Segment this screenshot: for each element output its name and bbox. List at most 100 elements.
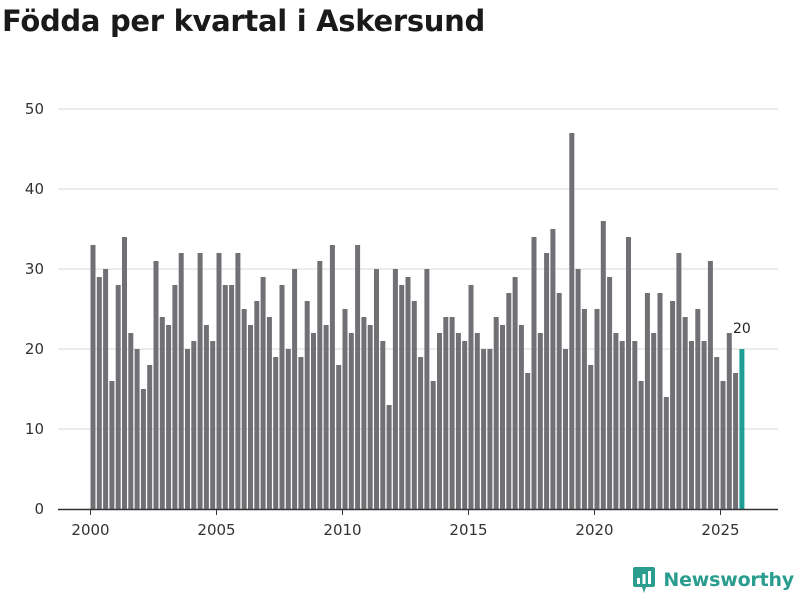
bar xyxy=(525,373,531,509)
bar xyxy=(411,301,417,509)
bar xyxy=(374,269,379,509)
bar xyxy=(191,341,197,509)
bar xyxy=(544,253,550,509)
bar xyxy=(720,381,726,509)
y-tick-label: 50 xyxy=(25,100,44,118)
bar xyxy=(109,381,115,509)
bar xyxy=(147,365,153,509)
bar xyxy=(424,269,430,509)
bar xyxy=(266,317,272,509)
bar xyxy=(96,277,102,509)
bar xyxy=(670,301,676,509)
bar xyxy=(632,341,638,509)
bar xyxy=(304,301,310,509)
bar xyxy=(689,341,694,509)
bar xyxy=(676,253,682,509)
bar xyxy=(115,285,121,509)
bar xyxy=(619,341,625,509)
data-label: 20 xyxy=(733,321,751,337)
bar xyxy=(506,293,512,509)
bar xyxy=(500,325,505,509)
bar xyxy=(159,317,165,509)
bar xyxy=(569,133,575,509)
bar xyxy=(468,285,474,509)
y-tick-label: 30 xyxy=(25,260,44,278)
bar xyxy=(726,333,732,509)
bar xyxy=(140,389,146,509)
bar xyxy=(367,325,373,509)
bar xyxy=(556,293,562,509)
bar xyxy=(103,269,109,509)
bar xyxy=(172,285,178,509)
bar xyxy=(537,333,543,509)
x-tick-label: 2020 xyxy=(575,521,613,539)
bar xyxy=(663,397,669,509)
bar xyxy=(185,349,190,509)
bar xyxy=(210,341,216,509)
bar xyxy=(418,357,424,509)
bar xyxy=(122,237,127,509)
bar xyxy=(260,277,266,509)
bar xyxy=(518,325,524,509)
bar xyxy=(355,245,361,509)
bar xyxy=(128,333,134,509)
x-tick-label: 2015 xyxy=(449,521,487,539)
bar xyxy=(701,341,707,509)
bar xyxy=(455,333,461,509)
x-tick-label: 2000 xyxy=(71,521,109,539)
bar xyxy=(380,341,386,509)
x-tick-label: 2005 xyxy=(197,521,235,539)
bar xyxy=(651,333,657,509)
labels: 0 10 20 30 40 50 20 2000 2005 2010 2015 2020 2025 xyxy=(25,100,751,539)
bar xyxy=(399,285,405,509)
x-tick-label: 2010 xyxy=(323,521,361,539)
bar xyxy=(323,325,329,509)
bar xyxy=(600,221,606,509)
y-tick-label: 20 xyxy=(25,340,44,358)
bar xyxy=(386,405,392,509)
bar xyxy=(216,253,222,509)
bar xyxy=(531,237,537,509)
newsworthy-logo[interactable]: Newsworthy xyxy=(632,566,794,594)
bar xyxy=(714,357,720,509)
bar xyxy=(292,269,298,509)
bar xyxy=(134,349,140,509)
y-tick-label: 0 xyxy=(34,500,44,518)
bar-highlight xyxy=(739,349,745,509)
bar xyxy=(336,365,342,509)
y-tick-label: 10 xyxy=(25,420,44,438)
bar xyxy=(695,309,701,509)
bar xyxy=(581,309,587,509)
bar xyxy=(563,349,568,509)
chart-title: Födda per kvartal i Askersund xyxy=(2,4,485,38)
x-tick-label: 2025 xyxy=(701,521,739,539)
bar xyxy=(474,333,480,509)
bar xyxy=(707,261,713,509)
bar xyxy=(311,333,316,509)
bar xyxy=(248,325,253,509)
bar xyxy=(487,349,493,509)
y-tick-label: 40 xyxy=(25,180,44,198)
bar xyxy=(279,285,285,509)
bar xyxy=(241,309,247,509)
bar xyxy=(644,293,650,509)
bar xyxy=(348,333,354,509)
bar xyxy=(317,261,323,509)
bar xyxy=(493,317,499,509)
bar xyxy=(462,341,468,509)
bar xyxy=(443,317,449,509)
bar xyxy=(437,333,442,509)
bar xyxy=(588,365,594,509)
bar xyxy=(222,285,228,509)
bar xyxy=(392,269,398,509)
bar xyxy=(682,317,688,509)
bar xyxy=(254,301,260,509)
gridlines xyxy=(58,108,778,430)
bar xyxy=(361,317,367,509)
bar xyxy=(405,277,411,509)
bar xyxy=(512,277,518,509)
bar xyxy=(733,373,739,509)
bar xyxy=(166,325,172,509)
bar xyxy=(285,349,291,509)
